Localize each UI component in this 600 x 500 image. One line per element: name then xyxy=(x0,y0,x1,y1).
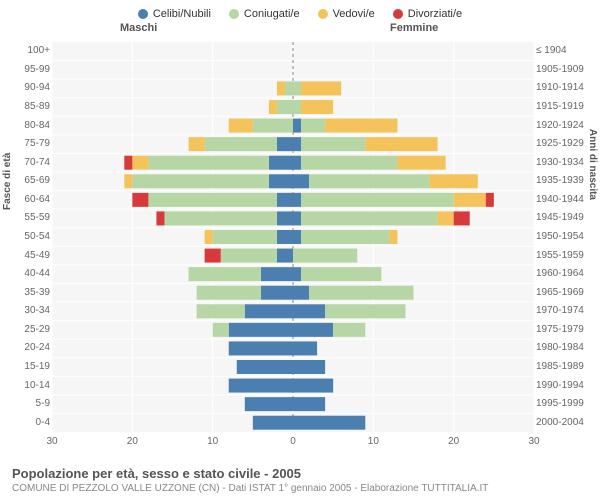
chart-title: Popolazione per età, sesso e stato civil… xyxy=(12,466,588,481)
chart-subtitle: COMUNE DI PEZZOLO VALLE UZZONE (CN) - Da… xyxy=(12,483,588,494)
ytick-age: 85-89 xyxy=(2,102,50,112)
ytick-age: 90-94 xyxy=(2,83,50,93)
gender-headers: Maschi Femmine xyxy=(0,22,600,38)
xtick: 20 xyxy=(448,436,459,447)
ytick-age: 5-9 xyxy=(2,399,50,409)
xtick: 10 xyxy=(368,436,379,447)
ytick-birth: 1910-1914 xyxy=(536,83,598,93)
ytick-birth: 2000-2004 xyxy=(536,418,598,428)
ytick-age: 80-84 xyxy=(2,121,50,131)
ytick-age: 45-49 xyxy=(2,251,50,261)
ytick-birth: 1975-1979 xyxy=(536,325,598,335)
ytick-age: 40-44 xyxy=(2,269,50,279)
pyramid-chart xyxy=(52,42,534,432)
ytick-birth: 1915-1919 xyxy=(536,102,598,112)
ytick-birth: 1965-1969 xyxy=(536,288,598,298)
header-female: Femmine xyxy=(390,22,438,34)
legend-label: Vedovi/e xyxy=(333,8,375,20)
ytick-birth: 1950-1954 xyxy=(536,232,598,242)
ytick-birth: 1945-1949 xyxy=(536,213,598,223)
ytick-birth: ≤ 1904 xyxy=(536,46,598,56)
ytick-age: 10-14 xyxy=(2,381,50,391)
legend-swatch xyxy=(393,9,403,19)
legend-label: Divorziati/e xyxy=(408,8,462,20)
legend-swatch xyxy=(229,9,239,19)
ytick-age: 25-29 xyxy=(2,325,50,335)
legend-label: Coniugati/e xyxy=(244,8,300,20)
ytick-age: 0-4 xyxy=(2,418,50,428)
legend-item: Divorziati/e xyxy=(393,8,462,20)
ytick-age: 95-99 xyxy=(2,65,50,75)
xtick: 0 xyxy=(290,436,296,447)
ytick-age: 15-19 xyxy=(2,362,50,372)
ytick-birth: 1980-1984 xyxy=(536,343,598,353)
header-male: Maschi xyxy=(120,22,157,34)
ytick-birth: 1940-1944 xyxy=(536,195,598,205)
legend-item: Celibi/Nubili xyxy=(138,8,211,20)
legend-item: Coniugati/e xyxy=(229,8,300,20)
ytick-birth: 1985-1989 xyxy=(536,362,598,372)
ytick-birth: 1930-1934 xyxy=(536,158,598,168)
ytick-birth: 1905-1909 xyxy=(536,65,598,75)
ytick-age: 55-59 xyxy=(2,213,50,223)
ytick-birth: 1970-1974 xyxy=(536,306,598,316)
ytick-age: 30-34 xyxy=(2,306,50,316)
ytick-birth: 1995-1999 xyxy=(536,399,598,409)
ytick-age: 60-64 xyxy=(2,195,50,205)
ytick-birth: 1990-1994 xyxy=(536,381,598,391)
ytick-birth: 1960-1964 xyxy=(536,269,598,279)
legend-item: Vedovi/e xyxy=(318,8,375,20)
legend: Celibi/Nubili Coniugati/e Vedovi/e Divorzia… xyxy=(0,0,600,22)
ytick-age: 70-74 xyxy=(2,158,50,168)
legend-swatch xyxy=(318,9,328,19)
ytick-birth: 1920-1924 xyxy=(536,121,598,131)
ytick-age: 35-39 xyxy=(2,288,50,298)
ytick-birth: 1955-1959 xyxy=(536,251,598,261)
ytick-age: 50-54 xyxy=(2,232,50,242)
ytick-birth: 1925-1929 xyxy=(536,139,598,149)
xtick: 20 xyxy=(127,436,138,447)
xtick: 10 xyxy=(207,436,218,447)
legend-swatch xyxy=(138,9,148,19)
ytick-birth: 1935-1939 xyxy=(536,176,598,186)
legend-label: Celibi/Nubili xyxy=(153,8,211,20)
xtick: 30 xyxy=(46,436,57,447)
ytick-age: 100+ xyxy=(2,46,50,56)
xtick: 30 xyxy=(528,436,539,447)
chart-footer: Popolazione per età, sesso e stato civil… xyxy=(12,466,588,494)
ytick-age: 20-24 xyxy=(2,343,50,353)
ytick-age: 65-69 xyxy=(2,176,50,186)
ytick-age: 75-79 xyxy=(2,139,50,149)
